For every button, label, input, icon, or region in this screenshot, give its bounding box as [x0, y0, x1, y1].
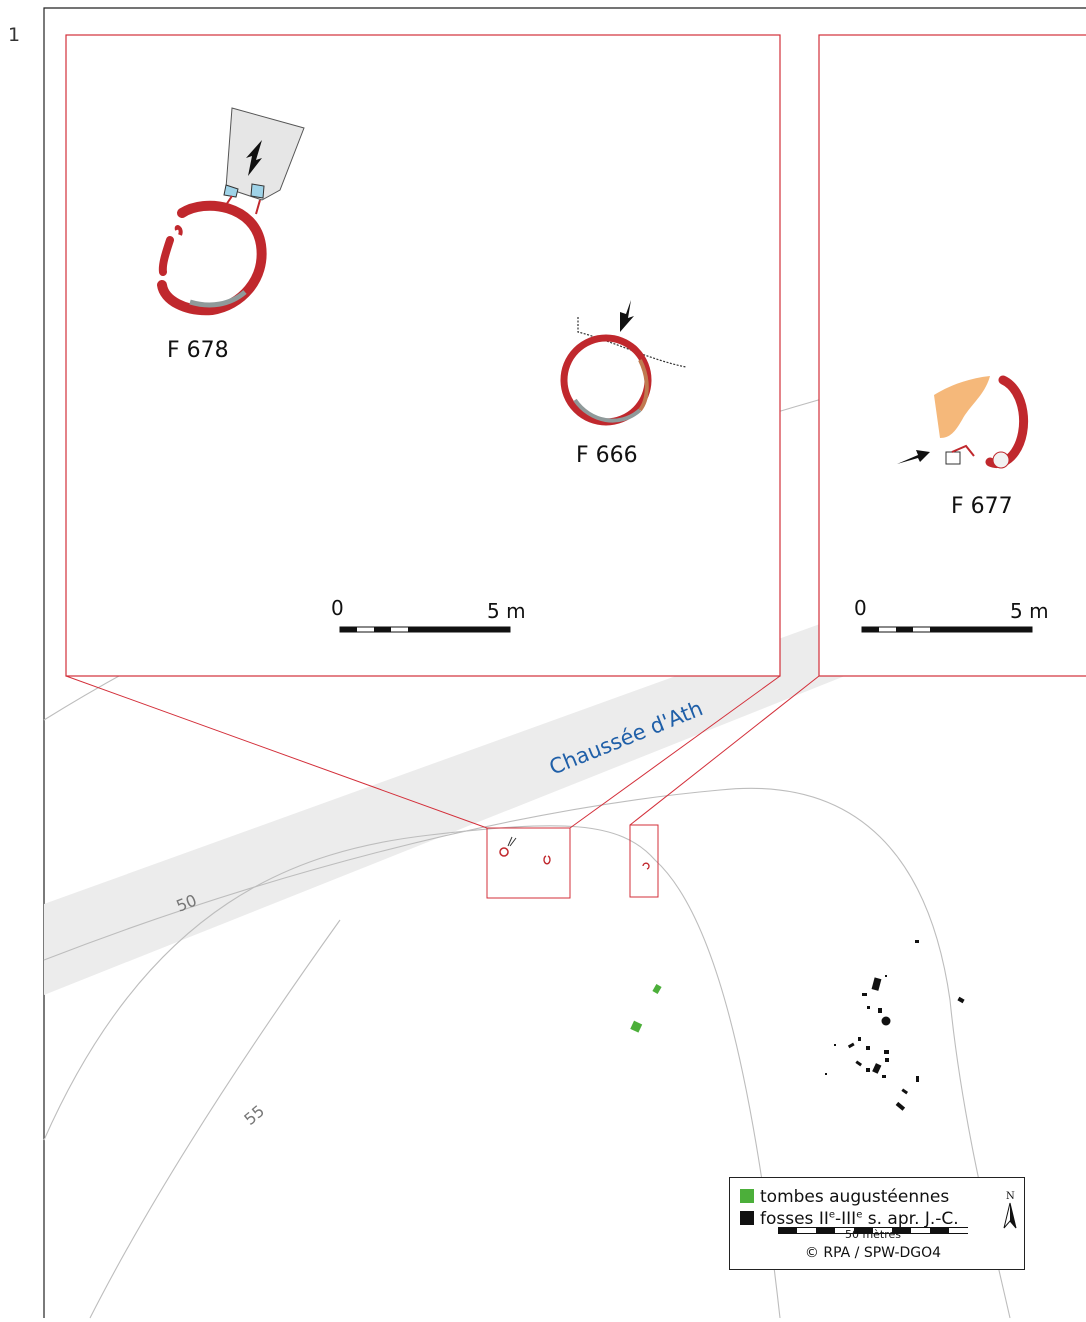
legend-scale-bar — [778, 1227, 968, 1234]
arrow-f678 — [246, 140, 262, 176]
north-arrow-icon: N — [1003, 1191, 1017, 1229]
label-f677: F 677 — [951, 494, 1013, 519]
legend-fosses-prefix: fosses II — [760, 1209, 829, 1229]
scale-end-left: 5 m — [487, 599, 526, 623]
contour-label-55: 55 — [240, 1101, 268, 1129]
scale-start-right: 0 — [854, 596, 867, 620]
legend-fosses-sup2: e — [856, 1209, 863, 1221]
scale-bar-left — [339, 626, 511, 633]
tombes-swatch — [740, 1189, 754, 1203]
legend-fosses-mid: -III — [835, 1209, 857, 1229]
scale-end-right: 5 m — [1010, 599, 1049, 623]
inset-left: F 678 F 666 0 5 m — [65, 34, 781, 677]
location-box-left[interactable] — [486, 827, 571, 899]
fosses-swatch — [740, 1211, 754, 1225]
figure-number: 1 — [8, 24, 20, 46]
feature-f666[interactable] — [560, 317, 687, 426]
arrow-f666 — [620, 300, 634, 332]
legend-fosses-suffix: s. apr. J.-C. — [862, 1209, 959, 1229]
feature-f677[interactable] — [934, 375, 1029, 469]
feature-f678[interactable] — [157, 107, 305, 316]
north-label: N — [1006, 1191, 1015, 1202]
inset-right: F 677 0 5 m — [818, 34, 1086, 677]
legend-copyright: © RPA / SPW-DGO4 — [804, 1245, 942, 1261]
legend-row-fosses: fosses IIe-IIIe s. apr. J.-C. — [740, 1209, 959, 1229]
fosses-markers — [825, 940, 965, 1111]
legend-tombes-label: tombes augustéennes — [760, 1187, 950, 1207]
legend-fosses-sup1: e — [828, 1209, 836, 1221]
inset-connectors — [65, 675, 820, 829]
legend-row-tombes: tombes augustéennes — [740, 1187, 949, 1207]
map-legend: tombes augustéennes fosses IIe-IIIe s. a… — [729, 1177, 1025, 1270]
label-f666: F 666 — [576, 443, 638, 468]
label-f678: F 678 — [167, 338, 229, 363]
map-frame — [43, 7, 1086, 1318]
location-box-right[interactable] — [629, 824, 659, 898]
legend-scale-label: 50 mètres — [844, 1228, 902, 1241]
arrow-f677 — [897, 450, 930, 464]
scale-start-left: 0 — [331, 596, 344, 620]
tombes-markers — [630, 984, 662, 1033]
scale-bar-right — [861, 626, 1033, 633]
